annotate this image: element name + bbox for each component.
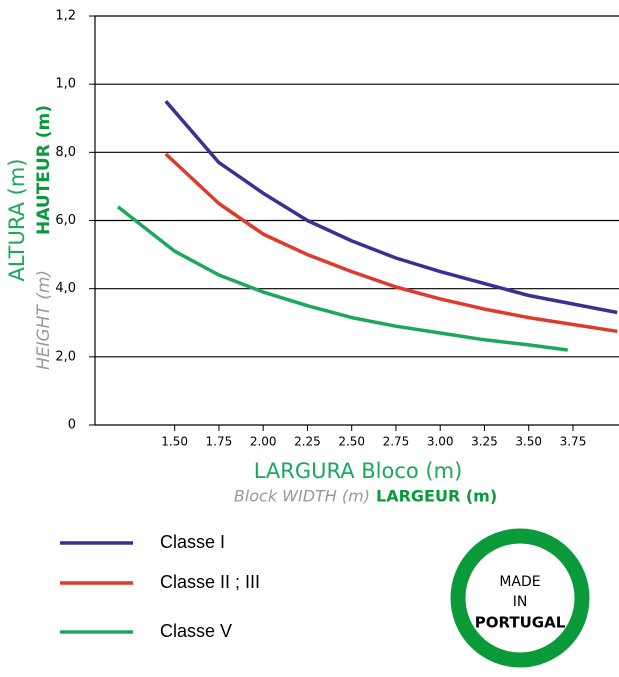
y-axis-label-en: HEIGHT (m) (34, 270, 54, 370)
x-axis-label-en: Block WIDTH (m) (234, 487, 370, 506)
badge-text: MADE (499, 574, 540, 590)
y-tick-label: 0 (68, 418, 76, 433)
x-tick-label: 3.50 (515, 435, 542, 449)
x-axis-label: LARGURA Bloco (m) (254, 459, 463, 483)
x-tick-label: 3.25 (471, 435, 498, 449)
y-axis-label: ALTURA (m) (5, 159, 29, 282)
badge-text: IN (513, 594, 528, 610)
x-tick-label: 2.00 (250, 435, 277, 449)
y-tick-label: 4,0 (55, 281, 76, 296)
series-line (164, 152, 618, 334)
legend-label: Classe II ; III (160, 572, 260, 592)
badge-text: PORTUGAL (475, 614, 566, 632)
y-axis-label-fr: HAUTEUR (m) (34, 105, 54, 235)
y-tick-label: 6,0 (55, 213, 76, 228)
x-tick-label: 2.25 (294, 435, 321, 449)
legend-label: Classe I (160, 532, 225, 552)
y-tick-label: 8,0 (55, 145, 76, 160)
badge-ring (450, 528, 590, 668)
series-line (164, 100, 618, 315)
x-tick-label: 2.50 (338, 435, 365, 449)
x-axis-label-fr: LARGEUR (m) (376, 487, 497, 506)
series-line (116, 205, 568, 352)
y-tick-label: 1,2 (55, 9, 76, 24)
legend-label: Classe V (160, 621, 232, 641)
x-tick-label: 2.75 (383, 435, 410, 449)
x-tick-label: 1.75 (206, 435, 233, 449)
x-tick-label: 3.75 (560, 435, 587, 449)
y-tick-label: 2,0 (55, 349, 76, 364)
y-tick-label: 1,0 (55, 77, 76, 92)
x-tick-label: 1.50 (161, 435, 188, 449)
x-tick-label: 3.00 (427, 435, 454, 449)
